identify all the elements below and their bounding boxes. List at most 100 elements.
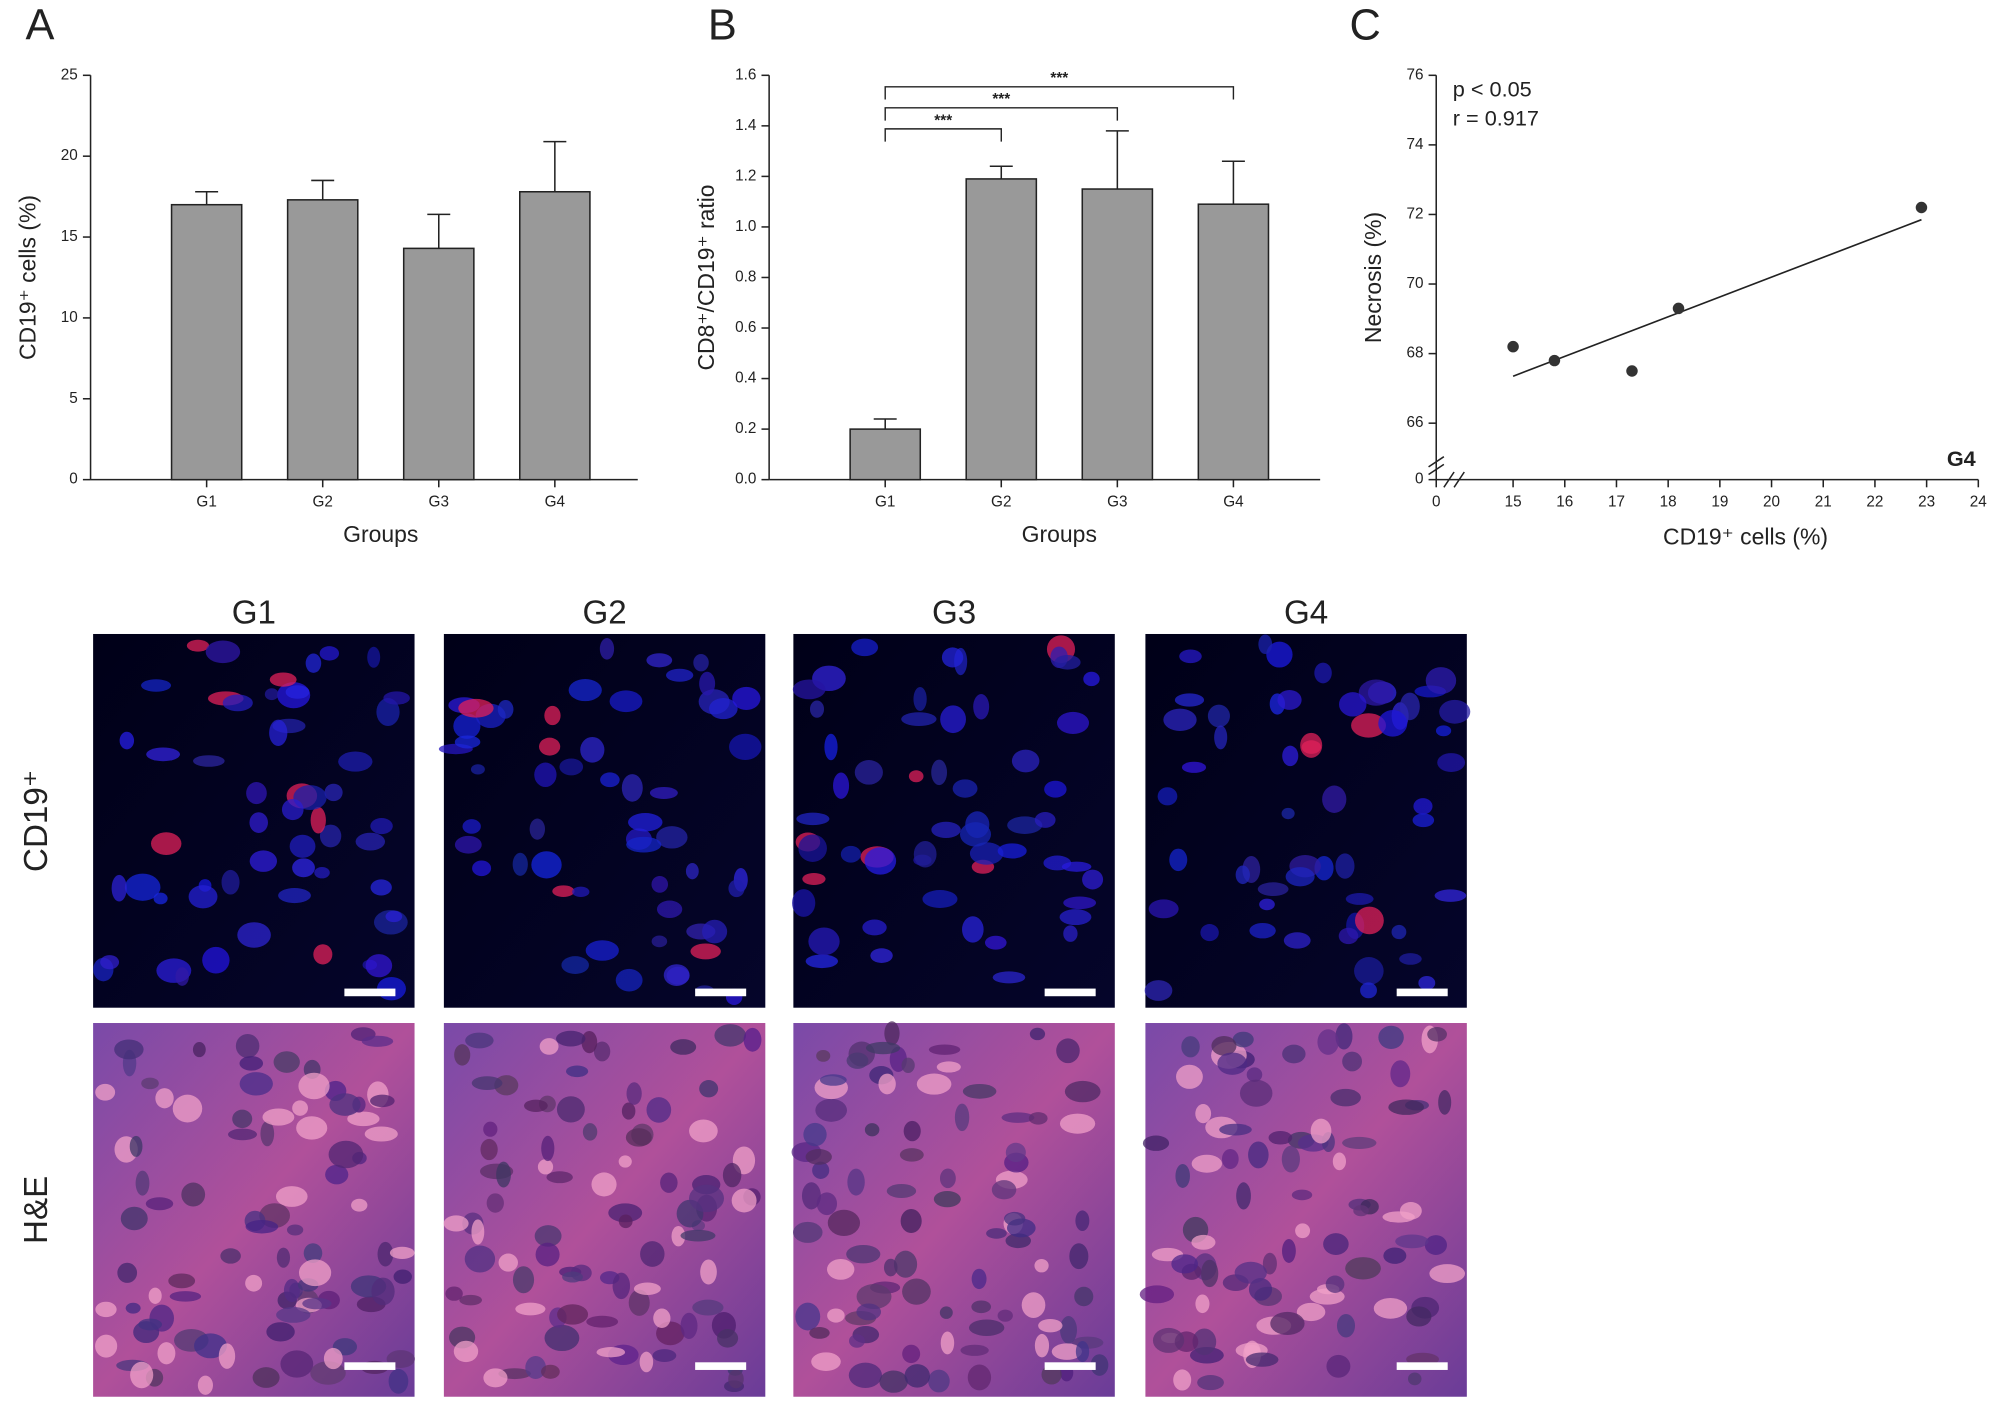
cell xyxy=(539,1038,559,1055)
cell xyxy=(562,1271,583,1283)
cell xyxy=(245,1274,263,1292)
cell xyxy=(302,1297,332,1310)
cell xyxy=(172,1094,203,1123)
cell xyxy=(325,1164,349,1185)
cell xyxy=(609,690,643,713)
cell xyxy=(371,1277,395,1306)
cell xyxy=(464,1245,496,1273)
cell xyxy=(119,731,135,750)
cell xyxy=(1326,1354,1351,1378)
cell xyxy=(893,1250,918,1278)
micrograph xyxy=(93,633,415,1008)
cell xyxy=(285,685,310,699)
cell xyxy=(1378,1025,1404,1049)
cell xyxy=(145,1197,174,1211)
cell xyxy=(997,1309,1013,1322)
cell xyxy=(1310,1118,1332,1144)
cell xyxy=(846,1052,869,1069)
cell xyxy=(1007,816,1043,834)
cell xyxy=(1056,711,1090,734)
y-tick-label: 10 xyxy=(61,309,78,326)
x-tick-label: 21 xyxy=(1815,494,1832,511)
cell xyxy=(689,1184,725,1213)
cell xyxy=(146,747,181,762)
cell xyxy=(1257,882,1289,897)
cell xyxy=(689,1119,718,1143)
cell xyxy=(649,786,678,799)
cell xyxy=(1249,922,1276,939)
x-tick-label: G3 xyxy=(1107,494,1127,511)
cell xyxy=(355,832,386,851)
cell xyxy=(731,1188,757,1213)
cell xyxy=(796,812,830,826)
cell xyxy=(1028,1112,1048,1125)
cell xyxy=(803,1122,827,1147)
cell xyxy=(1139,1285,1175,1304)
cell xyxy=(458,698,494,718)
axis-break xyxy=(1428,463,1445,476)
cell xyxy=(864,847,897,875)
cell xyxy=(962,916,984,943)
cell xyxy=(971,1300,992,1314)
data-point xyxy=(1507,340,1519,353)
cell xyxy=(1044,780,1067,798)
cell xyxy=(454,835,482,854)
cell xyxy=(95,1083,116,1101)
cell xyxy=(870,948,893,963)
cell xyxy=(193,755,225,767)
cell xyxy=(483,1368,508,1388)
cell xyxy=(1029,1027,1046,1041)
x-tick-label: G1 xyxy=(196,494,216,511)
bar xyxy=(402,247,475,481)
cell xyxy=(1427,1027,1447,1042)
cell xyxy=(849,1334,865,1348)
cell xyxy=(1266,641,1293,668)
cell xyxy=(717,1329,739,1348)
axis-break xyxy=(1443,471,1455,488)
cell xyxy=(1268,1130,1293,1145)
cell xyxy=(1335,1023,1353,1050)
cell xyxy=(275,1186,308,1207)
panel-label: C xyxy=(1349,2,1380,50)
corner-label: G4 xyxy=(1947,446,1976,471)
cell xyxy=(1258,634,1273,655)
cell xyxy=(1082,869,1104,890)
cell xyxy=(693,653,709,672)
micrograph xyxy=(443,1023,766,1397)
cell xyxy=(899,1148,924,1162)
y-tick-label: 1.0 xyxy=(735,218,756,235)
cell xyxy=(1339,692,1367,717)
cell xyxy=(1399,953,1422,965)
cell xyxy=(1069,1243,1089,1270)
cell xyxy=(218,1343,236,1369)
y-tick-label: 0.6 xyxy=(735,319,756,336)
cell xyxy=(1378,710,1408,737)
cell xyxy=(802,872,826,885)
cell xyxy=(1342,1136,1377,1149)
cell xyxy=(1191,1154,1223,1173)
x-tick-label: G2 xyxy=(313,494,333,511)
cell xyxy=(621,774,643,802)
cell xyxy=(1197,1374,1224,1391)
cell xyxy=(283,1278,300,1303)
cell xyxy=(1142,1135,1170,1151)
cell xyxy=(281,798,304,821)
cell xyxy=(1171,1254,1199,1274)
y-tick-label: 1.6 xyxy=(735,66,756,83)
cell xyxy=(1270,1311,1305,1335)
cell xyxy=(537,1159,554,1175)
cell xyxy=(600,772,620,788)
cell xyxy=(824,733,838,761)
cell xyxy=(496,1161,511,1188)
cell xyxy=(205,640,241,664)
cell xyxy=(296,1116,328,1140)
cell xyxy=(393,1269,412,1284)
cell xyxy=(310,806,326,834)
cell xyxy=(1236,1182,1251,1210)
cell xyxy=(1291,1189,1313,1201)
cell xyxy=(150,832,182,855)
cell xyxy=(651,935,668,948)
cell xyxy=(220,1248,241,1264)
cell xyxy=(968,1319,1005,1336)
cell xyxy=(370,1094,395,1108)
